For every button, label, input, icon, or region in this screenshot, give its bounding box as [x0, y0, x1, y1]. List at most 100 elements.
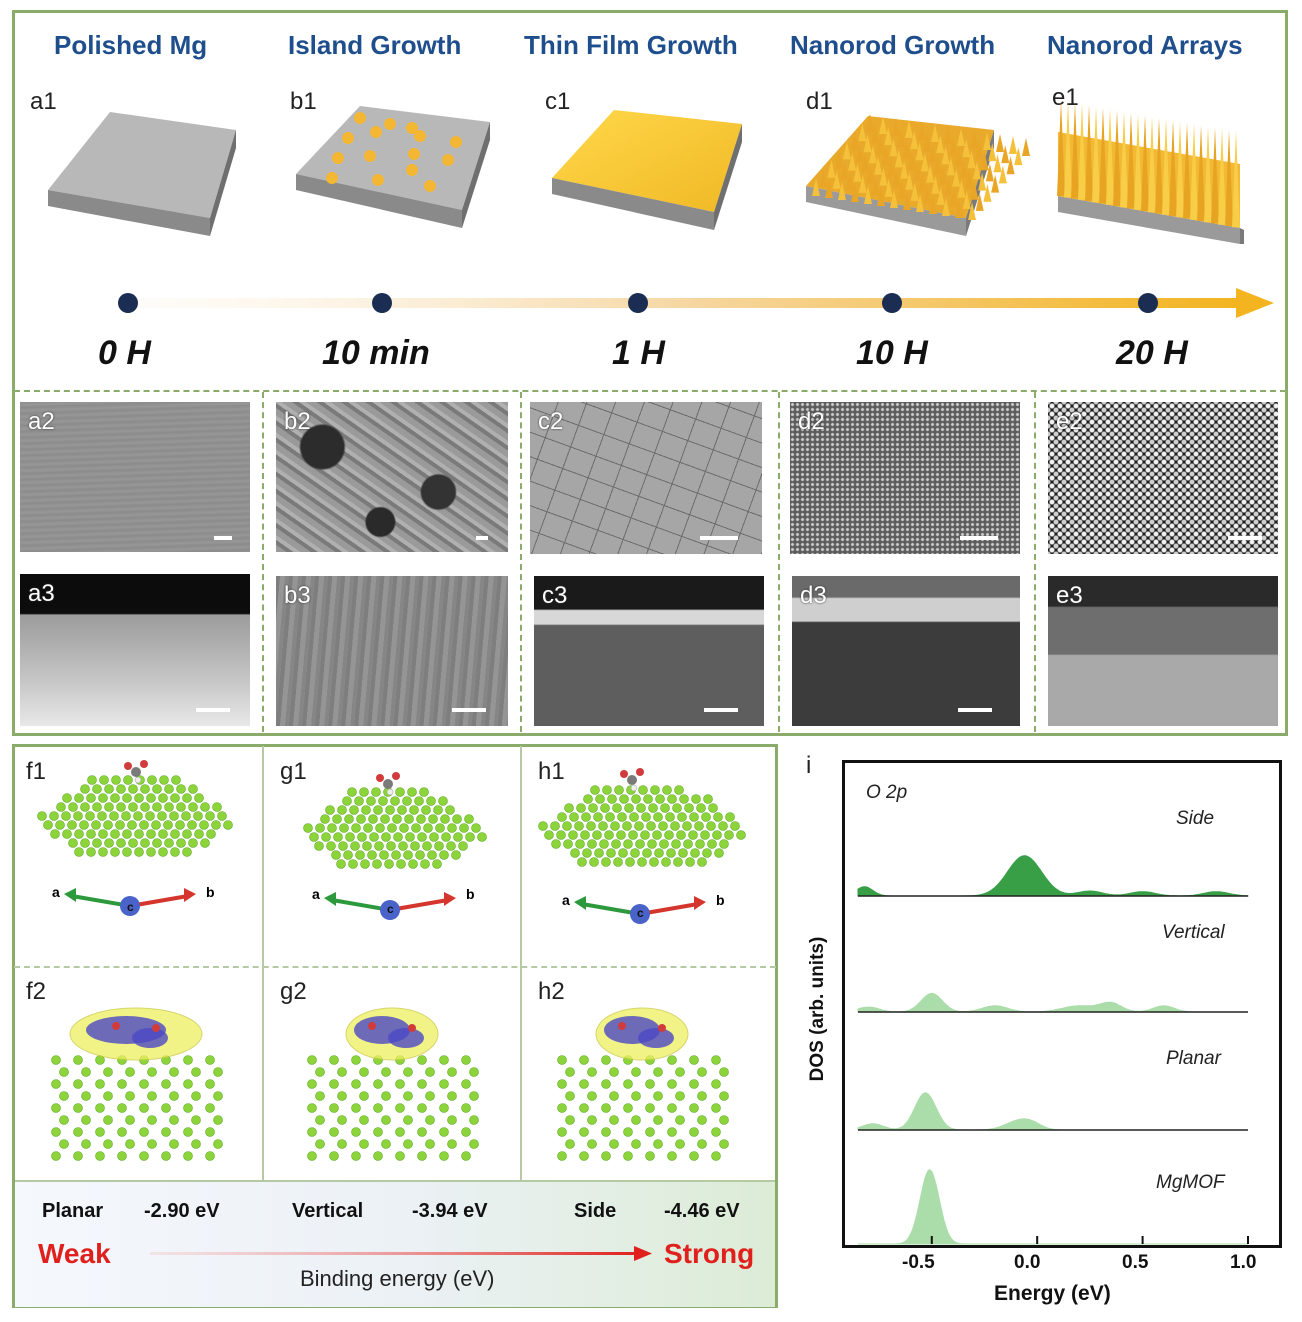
atomic-models — [37, 760, 746, 1161]
y-axis-label: DOS (arb. units) — [807, 936, 828, 1082]
scheme-label-d1: d1 — [806, 88, 833, 115]
series-label-planar: Planar — [1166, 1048, 1221, 1069]
sem-separator-1 — [262, 392, 264, 732]
strong-label: Strong — [664, 1238, 755, 1269]
models-separator-h — [14, 966, 776, 968]
slab-e1 — [1057, 100, 1244, 244]
scale-bar — [704, 708, 738, 712]
charge-density-model-3 — [557, 1007, 729, 1161]
sem-label-a2: a2 — [28, 408, 55, 435]
scheme-label-a1: a1 — [30, 88, 57, 115]
charge-density-model-2 — [307, 1007, 479, 1161]
scale-bar — [452, 708, 486, 712]
stage-title-nanorod: Nanorod Growth — [790, 30, 996, 60]
energy-value-planar: -2.90 eV — [144, 1200, 220, 1222]
model-label-h1: h1 — [538, 758, 565, 785]
scale-bar — [1228, 536, 1262, 540]
sem-label-d2: d2 — [798, 408, 825, 435]
lattice-axes-3 — [574, 896, 706, 924]
model-label-g1: g1 — [280, 758, 307, 785]
sem-label-c2: c2 — [538, 408, 564, 435]
sem-image-c3: c3 — [534, 576, 764, 726]
strength-arrow — [150, 1246, 652, 1261]
sem-label-b2: b2 — [284, 408, 311, 435]
time-1h: 1 H — [612, 334, 665, 372]
charge-density-model-1 — [51, 1007, 223, 1161]
mof-molecule-2 — [376, 772, 400, 796]
scheme-label-c1: c1 — [545, 88, 571, 115]
series-label-vertical: Vertical — [1162, 922, 1225, 943]
axis-a-label-f: a — [52, 884, 60, 900]
energy-name-planar: Planar — [42, 1200, 104, 1222]
axis-a-label-h: a — [562, 892, 570, 908]
mg-slab-model-1 — [37, 775, 233, 857]
x-axis-label: Energy (eV) — [994, 1282, 1111, 1305]
scheme-label-e1: e1 — [1052, 84, 1079, 111]
stage-title-island: Island Growth — [288, 30, 462, 60]
scale-bar — [700, 536, 738, 540]
time-10h: 10 H — [856, 334, 928, 372]
stage-title-thinfilm: Thin Film Growth — [524, 30, 738, 60]
dos-series-planar — [857, 1092, 1248, 1131]
model-label-g2: g2 — [280, 978, 307, 1005]
sem-label-a3: a3 — [28, 580, 55, 607]
dos-plot-frame — [842, 760, 1282, 1248]
series-label-mgmof: MgMOF — [1156, 1172, 1225, 1193]
sem-image-b2: b2 — [276, 402, 508, 552]
dos-series-mgmof — [858, 1169, 1248, 1245]
x-tick-00: 0.0 — [1014, 1252, 1041, 1273]
models-separator-v1 — [262, 746, 264, 1180]
lattice-axes-1 — [64, 888, 196, 916]
sem-image-d2: d2 — [790, 402, 1020, 554]
sem-label-d3: d3 — [800, 582, 827, 609]
lattice-axes-2 — [324, 892, 456, 920]
model-label-f1: f1 — [26, 758, 47, 785]
scale-bar — [476, 536, 488, 540]
model-label-h2: h2 — [538, 978, 565, 1005]
mof-molecule-3 — [620, 768, 644, 792]
x-tick-neg05: -0.5 — [902, 1252, 935, 1273]
sem-image-e3: e3 — [1048, 576, 1278, 726]
axis-b-label-h: b — [716, 892, 725, 908]
mg-slab-model-2 — [303, 787, 487, 869]
time-20h: 20 H — [1116, 334, 1188, 372]
weak-label: Weak — [38, 1238, 111, 1269]
scale-bar — [196, 708, 230, 712]
slab-c1 — [552, 110, 742, 230]
sem-separator-2 — [520, 392, 522, 732]
model-label-f2: f2 — [26, 978, 47, 1005]
axis-c-label-g: c — [387, 902, 394, 916]
sem-image-b3: b3 — [276, 576, 508, 726]
axis-b-label-g: b — [466, 886, 475, 902]
mof-molecule-1 — [124, 760, 148, 784]
stage-title-polished: Polished Mg — [54, 30, 208, 60]
slab-a1 — [48, 112, 236, 236]
dos-subtitle: O 2p — [866, 782, 908, 803]
binding-energy-label: Binding energy (eV) — [300, 1266, 495, 1291]
dos-series-vertical — [857, 992, 1248, 1013]
scale-bar — [214, 536, 232, 540]
scale-bar — [960, 536, 998, 540]
energy-name-vertical: Vertical — [292, 1200, 364, 1222]
energy-value-vertical: -3.94 eV — [412, 1200, 488, 1222]
growth-schematics — [48, 100, 1274, 318]
sem-image-c2: c2 — [530, 402, 762, 554]
x-tick-05: 0.5 — [1122, 1252, 1149, 1273]
panel-label-i: i — [806, 752, 812, 779]
energy-value-side: -4.46 eV — [664, 1200, 740, 1222]
axis-c-label-f: c — [127, 900, 134, 914]
sem-separator-3 — [778, 392, 780, 732]
axis-a-label-g: a — [312, 886, 320, 902]
axis-b-label-f: b — [206, 884, 215, 900]
energy-strip — [15, 1180, 775, 1307]
sem-label-e2: e2 — [1056, 408, 1083, 435]
sem-image-e2: e2 — [1048, 402, 1278, 554]
sem-separator-h — [14, 390, 1286, 392]
sem-label-e3: e3 — [1056, 582, 1083, 609]
time-0h: 0 H — [98, 334, 151, 372]
sem-image-d3: d3 — [792, 576, 1020, 726]
axis-c-label-h: c — [637, 906, 644, 920]
dos-series-side — [857, 855, 1249, 897]
sem-label-c3: c3 — [542, 582, 568, 609]
